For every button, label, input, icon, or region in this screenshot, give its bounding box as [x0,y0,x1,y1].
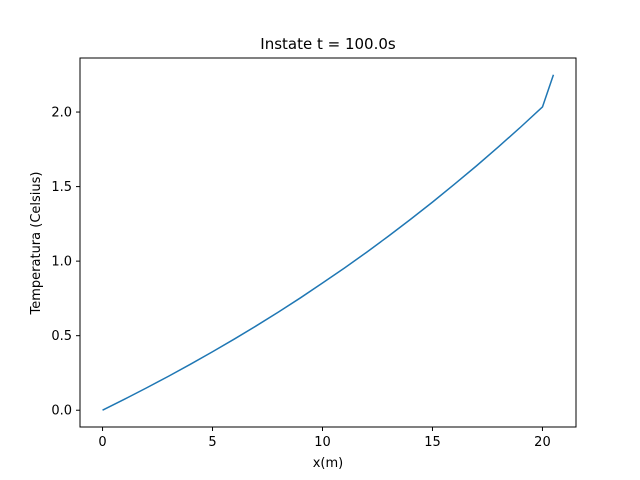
y-axis: 0.0 0.5 1.0 1.5 2.0 [51,106,80,419]
x-tick-label: 0 [98,435,106,450]
x-axis-label: x(m) [313,456,344,471]
chart-title: Instate t = 100.0s [260,35,396,53]
series-layer [102,74,555,411]
x-tick-label: 20 [534,435,551,450]
y-tick-label: 0.5 [51,329,72,344]
x-axis: 0 5 10 15 20 [98,427,551,450]
y-tick-label: 2.0 [51,106,72,121]
x-tick-label: 15 [424,435,441,450]
y-axis-label: Temperatura (Celsius) [29,172,44,316]
plot-area [79,57,577,428]
x-tick-label: 10 [314,435,331,450]
x-tick-label: 5 [208,435,216,450]
y-tick-label: 1.5 [51,180,72,195]
series-line [102,74,555,411]
y-tick-label: 0.0 [51,404,72,419]
y-tick-label: 1.0 [51,255,72,270]
